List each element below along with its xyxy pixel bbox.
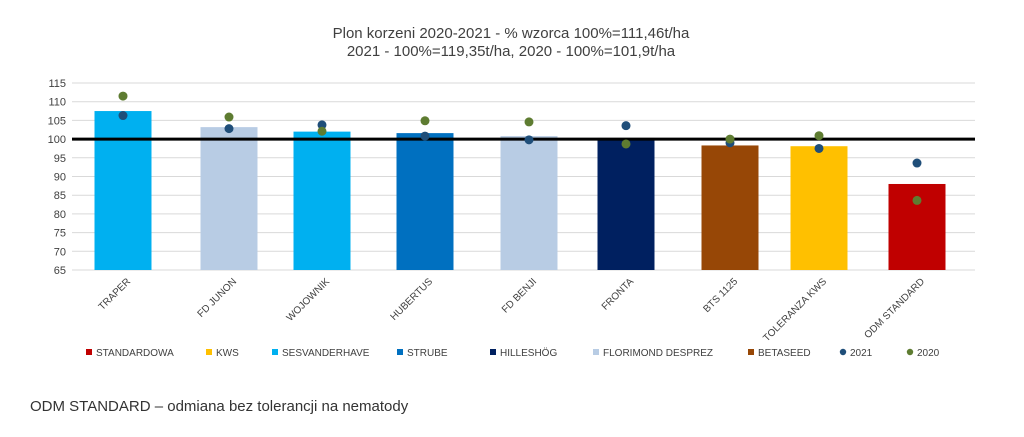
legend-marker xyxy=(839,348,847,356)
y-tick-label: 70 xyxy=(54,246,66,258)
point-2020-odm-standard xyxy=(912,195,922,205)
legend-swatch xyxy=(206,349,212,355)
legend-marker xyxy=(906,348,914,356)
bar-traper xyxy=(94,111,152,270)
x-tick-label: ODM STANDARD xyxy=(863,276,928,341)
point-2020-fronta xyxy=(621,139,631,149)
y-tick-label: 95 xyxy=(54,153,66,165)
point-2021-traper xyxy=(118,111,128,121)
bar-fd-benji xyxy=(500,136,558,270)
point-2020-bts-1125 xyxy=(725,134,735,144)
x-tick-label: WOJOWNIK xyxy=(285,276,333,324)
x-tick-label: FD JUNON xyxy=(196,276,240,320)
chart-title-line: Plon korzeni 2020-2021 - % wzorca 100%=1… xyxy=(333,25,690,42)
x-tick-label: FD BENJI xyxy=(500,276,539,315)
legend-label: 2020 xyxy=(917,348,940,359)
x-tick-label: HUBERTUS xyxy=(389,276,436,323)
chart-canvas: Plon korzeni 2020-2021 - % wzorca 100%=1… xyxy=(48,25,975,359)
legend-label: 2021 xyxy=(850,348,873,359)
legend-swatch xyxy=(593,349,599,355)
y-tick-label: 110 xyxy=(48,97,66,109)
y-tick-label: 105 xyxy=(48,115,66,127)
point-2021-fd-benji xyxy=(524,135,534,145)
chart-title-line: 2021 - 100%=119,35t/ha, 2020 - 100%=101,… xyxy=(347,43,676,60)
legend-label: STANDARDOWA xyxy=(96,348,174,359)
legend-label: SESVANDERHAVE xyxy=(282,348,370,359)
legend-label: FLORIMOND DESPREZ xyxy=(603,348,713,359)
point-2020-traper xyxy=(118,91,128,101)
legend-swatch xyxy=(397,349,403,355)
bar-fd-junon xyxy=(200,127,258,270)
legend-swatch xyxy=(272,349,278,355)
y-tick-label: 115 xyxy=(48,78,66,90)
point-2021-odm-standard xyxy=(912,158,922,168)
point-2020-fd-benji xyxy=(524,117,534,127)
footnote: ODM STANDARD – odmiana bez tolerancji na… xyxy=(30,398,409,415)
bar-bts-1125 xyxy=(701,145,759,270)
bar-wojownik xyxy=(293,131,351,270)
legend-label: BETASEED xyxy=(758,348,811,359)
legend-swatch xyxy=(748,349,754,355)
y-tick-label: 90 xyxy=(54,172,66,184)
x-tick-label: TRAPER xyxy=(97,276,133,312)
y-tick-label: 65 xyxy=(54,265,66,277)
point-2021-toleranza-kws xyxy=(814,143,824,153)
point-2020-fd-junon xyxy=(224,112,234,122)
point-2020-toleranza-kws xyxy=(814,131,824,141)
legend-label: STRUBE xyxy=(407,348,448,359)
point-2020-hubertus xyxy=(420,116,430,126)
bar-hubertus xyxy=(396,133,454,270)
bar-fronta xyxy=(597,137,655,270)
point-2021-fd-junon xyxy=(224,124,234,134)
legend-swatch xyxy=(86,349,92,355)
point-2020-wojownik xyxy=(317,126,327,136)
y-tick-label: 75 xyxy=(54,228,66,240)
y-tick-label: 85 xyxy=(54,190,66,202)
x-tick-label: BTS 1125 xyxy=(701,276,740,315)
point-2021-fronta xyxy=(621,121,631,131)
x-tick-label: TOLERANZA KWS xyxy=(761,276,829,344)
legend-label: KWS xyxy=(216,348,239,359)
y-tick-label: 80 xyxy=(54,209,66,221)
y-tick-label: 100 xyxy=(48,134,66,146)
legend-label: HILLESHÖG xyxy=(500,347,557,359)
legend-swatch xyxy=(490,349,496,355)
point-2021-wojownik xyxy=(317,120,327,130)
x-tick-label: FRONTA xyxy=(600,276,637,313)
point-2021-hubertus xyxy=(420,131,430,141)
bar-toleranza-kws xyxy=(790,146,848,270)
